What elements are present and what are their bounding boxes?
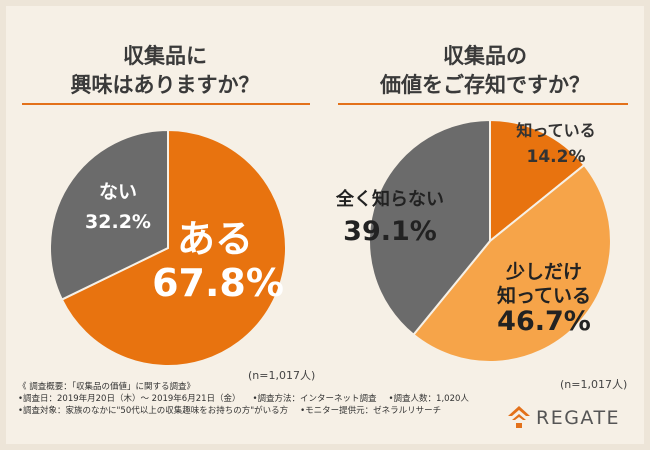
slice-value-shitteiru: 14.2% [527, 147, 586, 167]
survey-heading: 《 調査概要：「収集品の価値」に関する調査》 [18, 382, 195, 392]
pie-slice-0 [60, 128, 287, 367]
pie-slice-1 [412, 163, 612, 363]
slice-label-shitteiru: 知っている [516, 121, 595, 140]
pie-slice-2 [368, 118, 491, 337]
survey-notes: 《 調査概要：「収集品の価値」に関する調査》 •調査日：2019年月20日（木）… [18, 381, 481, 417]
slice-value-sukoshi: 46.7% [497, 306, 591, 337]
survey-method: •調査方法：インターネット調査 [252, 394, 377, 404]
slice-label-zenku: 全く知らない [335, 188, 444, 210]
slice-label-sukoshi: 少しだけ知っている [497, 261, 591, 307]
right-chart-title: 収集品の 価値をご存知ですか？ [380, 44, 590, 97]
survey-count: •調査人数：1,020人 [388, 394, 469, 404]
survey-row-1: •調査日：2019年月20日（木）～ 2019年6月21日（金） •調査方法：イン… [18, 393, 481, 405]
survey-row-2: •調査対象：家族のなかに"50代以上の収集趣味をお持ちの方"がいる方 •モニター提… [18, 405, 481, 417]
slice-value-nai: 32.2% [85, 211, 151, 233]
logo-text: REGATE [536, 407, 621, 429]
survey-provider: •モニター提供元：ゼネラルリサーチ [300, 406, 442, 416]
left-title-rule [22, 103, 310, 105]
survey-target: •調査対象：家族のなかに"50代以上の収集趣味をお持ちの方"がいる方 [18, 406, 289, 416]
regate-logo: REGATE [506, 404, 626, 430]
slice-label-sukoshi-line-2: 知っている [497, 284, 591, 307]
slice-value-aru: 67.8% [152, 261, 284, 305]
slice-value-zenku: 39.1% [343, 216, 437, 247]
value-knowledge-pie [368, 118, 612, 363]
pie-slice-0 [489, 118, 586, 244]
house-icon [508, 406, 530, 428]
slice-label-aru: ある [177, 217, 253, 261]
interest-pie [49, 128, 287, 367]
slice-label-sukoshi-line-1: 少しだけ [505, 261, 582, 283]
slice-label-nai: ない [99, 181, 137, 203]
survey-date: •調査日：2019年月20日（木）～ 2019年6月21日（金） [18, 394, 241, 404]
right-sample-size: (n=1,017人) [560, 378, 628, 391]
pie-slice-1 [49, 128, 169, 301]
right-title-rule [338, 103, 628, 105]
left-sample-size: (n=1,017人) [248, 369, 316, 382]
left-chart-title: 収集品に 興味はありますか？ [70, 44, 260, 97]
